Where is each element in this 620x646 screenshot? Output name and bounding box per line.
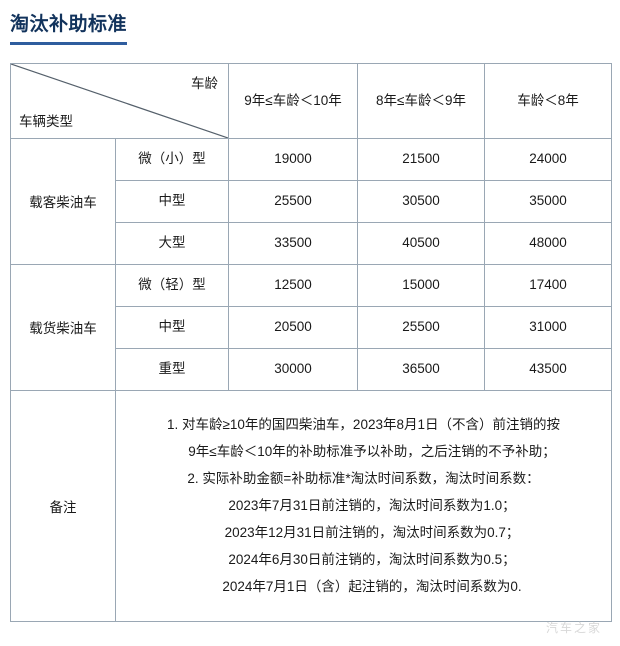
note-line: 2023年12月31日前注销的，淘汰时间系数为0.7； [224, 525, 520, 541]
row-type-label: 微（轻）型 [115, 263, 229, 307]
cell-value: 17400 [484, 263, 612, 307]
cell-value: 36500 [357, 347, 485, 391]
cell-value: 31000 [484, 305, 612, 349]
cell-value: 21500 [357, 137, 485, 181]
notes-content: 1. 对车龄≥10年的国四柴油车，2023年8月1日（不含）前注销的按 9年≤车… [115, 389, 612, 622]
cell-value: 35000 [484, 179, 612, 223]
note-line: 2024年6月30日前注销的，淘汰时间系数为0.5； [228, 552, 516, 568]
table-row: 载客柴油车 微（小）型 19000 21500 24000 [10, 137, 612, 265]
table-row: 中型 20500 25500 31000 [11, 305, 612, 349]
group-label-freight-diesel: 载货柴油车 [10, 263, 116, 391]
header-vehicle-age-label: 车龄 [191, 75, 218, 91]
cell-value: 15000 [357, 263, 485, 307]
note-line: 2024年7月1日（含）起注销的，淘汰时间系数为0. [222, 579, 522, 595]
table-row: 重型 30000 36500 43500 [11, 347, 612, 391]
header-corner-cell: 车龄 车辆类型 [10, 62, 229, 139]
cell-value: 30000 [228, 347, 358, 391]
cell-value: 25500 [228, 179, 358, 223]
cell-value: 33500 [228, 221, 358, 265]
note-line: 1. 对车龄≥10年的国四柴油车，2023年8月1日（不含）前注销的按 [167, 417, 560, 433]
cell-value: 43500 [484, 347, 612, 391]
notes-row: 备注 1. 对车龄≥10年的国四柴油车，2023年8月1日（不含）前注销的按 9… [10, 389, 612, 622]
header-col-8to9: 8年≤车龄＜9年 [357, 62, 485, 139]
table-row: 载货柴油车 微（轻）型 12500 15000 17400 [10, 263, 612, 391]
page-title: 淘汰补助标准 [10, 12, 128, 45]
header-col-9to10: 9年≤车龄＜10年 [228, 62, 358, 139]
row-type-label: 中型 [115, 305, 229, 349]
note-line: 2. 实际补助金额=补助标准*淘汰时间系数，淘汰时间系数： [187, 471, 540, 487]
cell-value: 40500 [357, 221, 485, 265]
cell-value: 19000 [228, 137, 358, 181]
row-type-label: 大型 [115, 221, 229, 265]
watermark: 汽车之家 [545, 621, 602, 635]
row-type-label: 重型 [115, 347, 229, 391]
header-col-under8: 车龄＜8年 [484, 62, 612, 139]
group-label-passenger-diesel: 载客柴油车 [10, 137, 116, 265]
table-header-row: 车龄 车辆类型 9年≤车龄＜10年 8年≤车龄＜9年 车龄＜8年 [10, 62, 612, 139]
note-line: 2023年7月31日前注销的，淘汰时间系数为1.0； [228, 498, 516, 514]
header-vehicle-type-label: 车辆类型 [19, 113, 73, 129]
cell-value: 48000 [484, 221, 612, 265]
title-container: 淘汰补助标准 [0, 0, 620, 45]
diagonal-divider-icon [11, 64, 228, 138]
row-type-label: 中型 [115, 179, 229, 223]
cell-value: 30500 [357, 179, 485, 223]
cell-value: 25500 [357, 305, 485, 349]
notes-label: 备注 [10, 389, 116, 622]
subsidy-standard-table: 车龄 车辆类型 9年≤车龄＜10年 8年≤车龄＜9年 车龄＜8年 载客柴油车 微… [10, 62, 612, 622]
cell-value: 12500 [228, 263, 358, 307]
row-type-label: 微（小）型 [115, 137, 229, 181]
cell-value: 24000 [484, 137, 612, 181]
cell-value: 20500 [228, 305, 358, 349]
note-line: 9年≤车龄＜10年的补助标准予以补助，之后注销的不予补助； [188, 444, 556, 460]
